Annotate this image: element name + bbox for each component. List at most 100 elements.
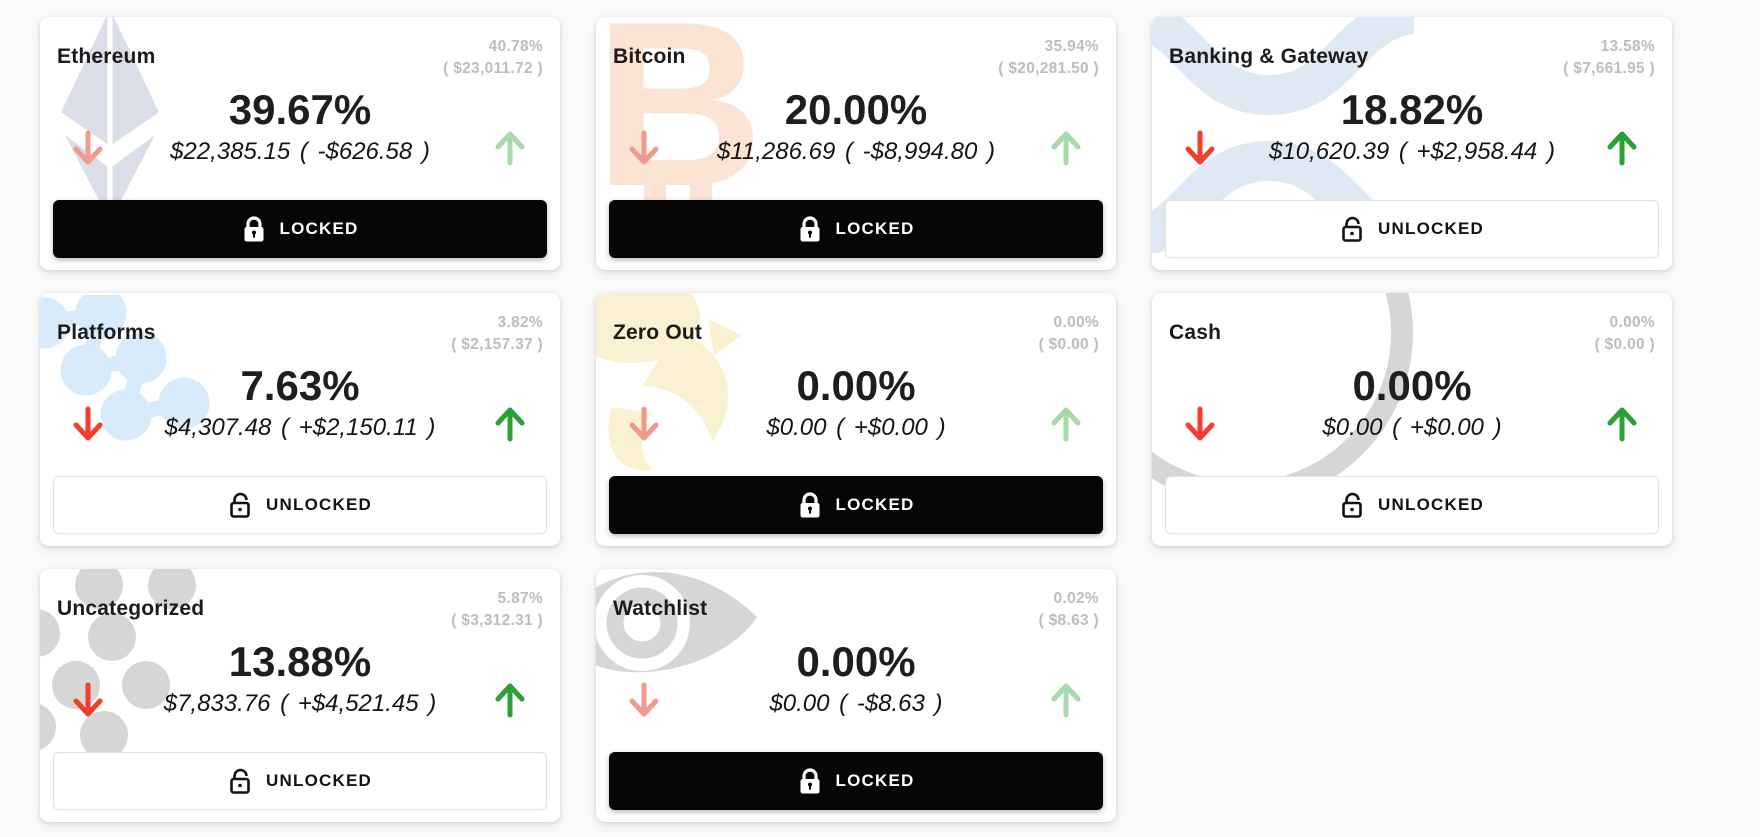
card-title: Cash	[1169, 321, 1222, 344]
decrease-allocation-button[interactable]	[1182, 405, 1218, 443]
target-allocation-value: ( $7,661.95 )	[1563, 60, 1655, 77]
lock-toggle-button[interactable]: LOCKED	[609, 752, 1103, 810]
lock-toggle-label: LOCKED	[835, 219, 915, 238]
increase-allocation-button[interactable]	[1604, 405, 1640, 443]
current-allocation-percent: 0.00%	[796, 638, 916, 685]
target-allocation-percent: 3.82%	[497, 314, 543, 331]
card-title: Uncategorized	[57, 597, 205, 620]
current-value-and-change: $22,385.15 ( -$626.58 )	[170, 138, 430, 165]
current-allocation-percent: 0.00%	[796, 362, 916, 409]
unlock-icon	[1342, 216, 1362, 242]
lock-toggle-button[interactable]: UNLOCKED	[1165, 200, 1659, 258]
current-allocation-percent: 20.00%	[784, 86, 928, 133]
arrow-up-icon	[492, 129, 528, 167]
target-allocation-percent: 0.00%	[1609, 314, 1655, 331]
current-value-and-change: $10,620.39 ( +$2,958.44 )	[1269, 138, 1555, 165]
arrow-down-icon	[70, 681, 106, 719]
arrow-up-icon	[1048, 405, 1084, 443]
lock-icon	[242, 216, 265, 242]
current-value-and-change: $7,833.76 ( +$4,521.45 )	[163, 690, 437, 717]
card-title: Watchlist	[613, 597, 708, 620]
decrease-allocation-button[interactable]	[626, 129, 662, 167]
lock-icon	[798, 492, 821, 518]
arrow-up-icon	[1048, 129, 1084, 167]
target-allocation-value: ( $0.00 )	[1594, 336, 1655, 353]
increase-allocation-button[interactable]	[1048, 405, 1084, 443]
arrow-down-icon	[626, 405, 662, 443]
lock-toggle-label: LOCKED	[279, 219, 359, 238]
card-platforms: Platforms 3.82% ( $2,157.37 ) 7.63% $4,3…	[40, 293, 560, 546]
target-allocation-percent: 40.78%	[488, 38, 543, 55]
lock-toggle-button[interactable]: UNLOCKED	[1165, 476, 1659, 534]
card-title: Zero Out	[613, 321, 703, 344]
arrow-up-icon	[492, 681, 528, 719]
unlock-icon	[1342, 492, 1362, 518]
lock-toggle-label: LOCKED	[835, 495, 915, 514]
lock-toggle-label: LOCKED	[835, 771, 915, 790]
arrow-down-icon	[626, 129, 662, 167]
card-uncategorized: Uncategorized 5.87% ( $3,312.31 ) 13.88%…	[40, 569, 560, 822]
target-allocation-value: ( $3,312.31 )	[451, 612, 543, 629]
card-zero-out: Zero Out 0.00% ( $0.00 ) 0.00% $0.00 ( +…	[596, 293, 1116, 546]
current-value-and-change: $0.00 ( +$0.00 )	[766, 414, 946, 441]
target-allocation-percent: 35.94%	[1044, 38, 1099, 55]
card-title: Ethereum	[57, 45, 156, 68]
increase-allocation-button[interactable]	[492, 681, 528, 719]
arrow-down-icon	[1182, 405, 1218, 443]
increase-allocation-button[interactable]	[1048, 681, 1084, 719]
increase-allocation-button[interactable]	[1604, 129, 1640, 167]
card-title: Banking & Gateway	[1169, 45, 1369, 68]
current-value-and-change: $0.00 ( +$0.00 )	[1322, 414, 1502, 441]
decrease-allocation-button[interactable]	[626, 681, 662, 719]
arrow-up-icon	[1048, 681, 1084, 719]
target-allocation-value: ( $8.63 )	[1038, 612, 1099, 629]
card-ethereum: Ethereum 40.78% ( $23,011.72 ) 39.67% $2…	[40, 17, 560, 270]
decrease-allocation-button[interactable]	[70, 405, 106, 443]
target-allocation-value: ( $2,157.37 )	[451, 336, 543, 353]
arrow-down-icon	[626, 681, 662, 719]
lock-toggle-label: UNLOCKED	[1378, 219, 1484, 238]
current-allocation-percent: 13.88%	[228, 638, 372, 685]
target-allocation-percent: 0.00%	[1053, 314, 1099, 331]
unlock-icon	[230, 492, 250, 518]
arrow-down-icon	[70, 405, 106, 443]
card-bitcoin: B Bitcoin 35.94% ( $20,281.50 ) 20.00% $…	[596, 17, 1116, 270]
lock-toggle-button[interactable]: UNLOCKED	[53, 476, 547, 534]
lock-toggle-button[interactable]: LOCKED	[609, 200, 1103, 258]
decrease-allocation-button[interactable]	[70, 681, 106, 719]
lock-icon	[798, 216, 821, 242]
decrease-allocation-button[interactable]	[1182, 129, 1218, 167]
target-allocation-value: ( $20,281.50 )	[998, 60, 1099, 77]
increase-allocation-button[interactable]	[1048, 129, 1084, 167]
arrow-up-icon	[492, 405, 528, 443]
lock-toggle-label: UNLOCKED	[266, 495, 372, 514]
lock-toggle-label: UNLOCKED	[1378, 495, 1484, 514]
lock-icon	[798, 768, 821, 794]
target-allocation-value: ( $23,011.72 )	[443, 60, 543, 77]
current-allocation-percent: 7.63%	[240, 362, 360, 409]
card-title: Platforms	[57, 321, 156, 344]
card-title: Bitcoin	[613, 45, 686, 68]
current-value-and-change: $11,286.69 ( -$8,994.80 )	[716, 138, 996, 165]
current-allocation-percent: 0.00%	[1352, 362, 1472, 409]
current-value-and-change: $0.00 ( -$8.63 )	[769, 690, 943, 717]
increase-allocation-button[interactable]	[492, 405, 528, 443]
lock-toggle-button[interactable]: UNLOCKED	[53, 752, 547, 810]
current-value-and-change: $4,307.48 ( +$2,150.11 )	[164, 414, 436, 441]
target-allocation-percent: 13.58%	[1600, 38, 1655, 55]
increase-allocation-button[interactable]	[492, 129, 528, 167]
decrease-allocation-button[interactable]	[626, 405, 662, 443]
lock-toggle-label: UNLOCKED	[266, 771, 372, 790]
lock-toggle-button[interactable]: LOCKED	[609, 476, 1103, 534]
card-watchlist: Watchlist 0.02% ( $8.63 ) 0.00% $0.00 ( …	[596, 569, 1116, 822]
target-allocation-percent: 5.87%	[497, 590, 543, 607]
target-allocation-percent: 0.02%	[1053, 590, 1099, 607]
arrow-up-icon	[1604, 405, 1640, 443]
arrow-down-icon	[1182, 129, 1218, 167]
target-allocation-value: ( $0.00 )	[1038, 336, 1099, 353]
arrow-down-icon	[70, 129, 106, 167]
lock-toggle-button[interactable]: LOCKED	[53, 200, 547, 258]
decrease-allocation-button[interactable]	[70, 129, 106, 167]
current-allocation-percent: 39.67%	[228, 86, 372, 133]
